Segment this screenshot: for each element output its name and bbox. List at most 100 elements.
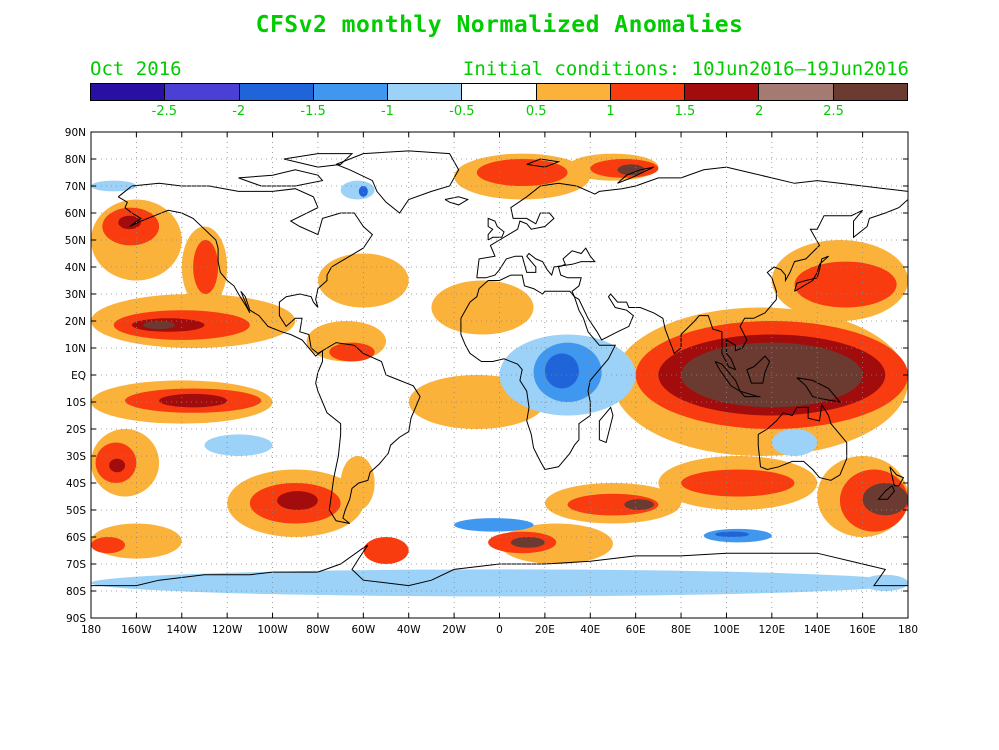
- anomaly-region: [624, 499, 654, 510]
- longitude-label: 100W: [257, 624, 288, 636]
- coastline: [476, 166, 908, 278]
- anomaly-region: [118, 215, 141, 230]
- anomaly-region: [143, 321, 175, 330]
- longitude-label: 120W: [212, 624, 243, 636]
- colorbar-swatch: [610, 84, 686, 100]
- longitude-label: 20E: [535, 624, 555, 636]
- chart-title: CFSv2 monthly Normalized Anomalies: [255, 12, 744, 38]
- latitude-label: 40N: [65, 262, 86, 274]
- colorbar-swatch: [833, 84, 907, 100]
- anomaly-region: [794, 261, 897, 308]
- colorbar-swatch: [536, 84, 611, 100]
- coastline: [617, 166, 655, 184]
- longitude-label: 160W: [121, 624, 152, 636]
- anomaly-region: [862, 574, 908, 592]
- colorbar-label: -1: [380, 104, 394, 119]
- anomaly-region: [159, 393, 228, 408]
- coastline: [476, 199, 908, 371]
- coastline: [460, 274, 617, 471]
- latitude-label: 40S: [66, 478, 86, 490]
- colorbar-label: 2: [755, 104, 764, 119]
- anomaly-region: [544, 353, 579, 389]
- colorbar-swatch: [91, 84, 166, 100]
- anomaly-region: [91, 180, 137, 192]
- latitude-label: 10N: [65, 343, 86, 355]
- anomaly-region: [681, 469, 795, 497]
- coastline: [757, 403, 848, 481]
- colorbar-swatch: [388, 84, 463, 100]
- colorbar-label: 1: [606, 104, 615, 119]
- colorbar-swatch: [462, 84, 537, 100]
- coastlines: [91, 150, 908, 587]
- anomaly-region: [340, 180, 375, 200]
- anomaly-region: [193, 240, 219, 294]
- anomaly-region: [771, 429, 818, 456]
- anomaly-region: [317, 253, 409, 308]
- anomaly-region: [109, 458, 126, 473]
- longitude-label: 100E: [713, 624, 740, 636]
- latitude-label: 80N: [65, 154, 86, 166]
- longitude-label: 140E: [804, 624, 831, 636]
- colorbar-swatch: [313, 84, 389, 100]
- anomaly-region: [363, 537, 409, 564]
- axis-ticks: [90, 131, 909, 619]
- anomaly-region: [204, 434, 273, 457]
- anomaly-region: [358, 186, 368, 197]
- coastline: [117, 182, 374, 357]
- latitude-label: 20S: [66, 424, 86, 436]
- longitude-label: 160E: [849, 624, 876, 636]
- coastline: [746, 355, 771, 384]
- longitude-label: 120E: [758, 624, 785, 636]
- anomaly-region: [510, 537, 545, 548]
- latitude-label: 30S: [66, 451, 86, 463]
- colorbar-swatch: [685, 84, 760, 100]
- colorbar-swatch: [165, 84, 240, 100]
- anomaly-region: [431, 280, 534, 335]
- longitude-label: 180: [81, 624, 101, 636]
- longitude-label: 20W: [442, 624, 466, 636]
- latitude-label: 60N: [65, 208, 86, 220]
- anomaly-region: [715, 531, 750, 537]
- longitude-label: 80W: [306, 624, 330, 636]
- colorbar-label: 2.5: [823, 104, 844, 119]
- anomaly-region: [340, 456, 375, 510]
- anomaly-region: [476, 159, 568, 186]
- latitude-label: 30N: [65, 289, 86, 301]
- latitude-label: 80S: [66, 586, 86, 598]
- coastline: [598, 406, 614, 444]
- colorbar-label: -2: [232, 104, 246, 119]
- latitude-label: 50S: [66, 505, 86, 517]
- coastline: [739, 390, 761, 398]
- colorbar-label: -1.5: [300, 104, 326, 119]
- latitude-label: 10S: [66, 397, 86, 409]
- colorbar: [90, 83, 908, 101]
- longitude-label: 140W: [167, 624, 198, 636]
- colorbar-label: -0.5: [449, 104, 475, 119]
- longitude-label: 40W: [397, 624, 421, 636]
- anomaly-region: [91, 537, 126, 554]
- coastline: [526, 158, 561, 168]
- colorbar-label: 1.5: [674, 104, 696, 119]
- longitude-label: 60E: [626, 624, 646, 636]
- latitude-label: EQ: [71, 370, 86, 382]
- longitude-label: 60W: [351, 624, 375, 636]
- longitude-label: 80E: [671, 624, 691, 636]
- anomaly-region: [454, 518, 534, 532]
- colorbar-label: 0.5: [525, 104, 547, 119]
- colorbar-swatch: [239, 84, 314, 100]
- coastline: [315, 342, 421, 524]
- anomaly-region: [617, 164, 645, 176]
- colorbar-swatch: [759, 84, 834, 100]
- coastline: [335, 150, 460, 214]
- coastline: [444, 196, 469, 206]
- anomaly-region: [567, 493, 659, 516]
- coastline: [877, 485, 895, 500]
- anomaly-region: [277, 491, 318, 510]
- longitude-label: 40E: [580, 624, 600, 636]
- coastline: [796, 377, 842, 403]
- longitude-label: 0: [496, 624, 503, 636]
- latitude-label: 90S: [66, 613, 86, 625]
- latitude-labels: 90N 80N 70N 60N 50N 40N 30N 20N 10N EQ 10S 20S 30S 40…: [65, 127, 87, 625]
- latitude-label: 70N: [65, 181, 86, 193]
